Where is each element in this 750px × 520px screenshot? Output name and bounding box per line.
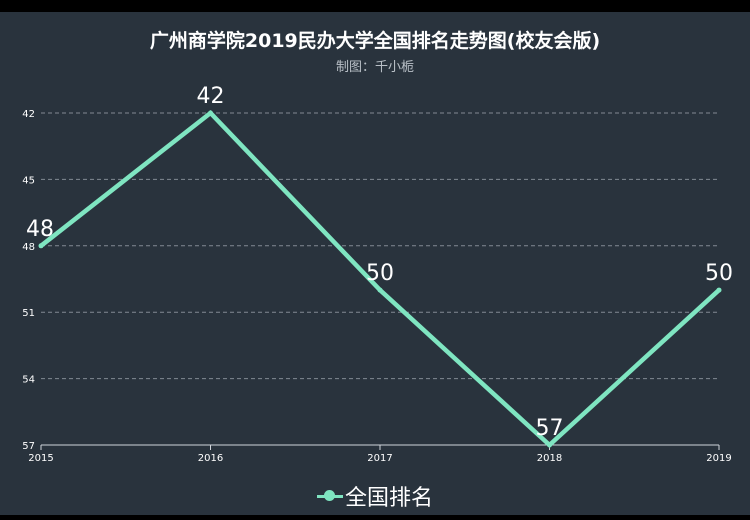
- data-label: 50: [705, 261, 733, 286]
- legend-line-icon: [316, 489, 343, 503]
- legend[interactable]: 全国排名: [0, 480, 750, 512]
- x-tick-label: 2018: [537, 453, 562, 464]
- data-point: [377, 287, 383, 293]
- y-tick-label: 45: [22, 175, 35, 186]
- data-label: 50: [366, 261, 394, 286]
- data-label: 48: [26, 217, 54, 242]
- data-point: [547, 442, 552, 448]
- y-tick-label: 57: [22, 441, 35, 452]
- data-label: 42: [197, 84, 225, 109]
- y-tick-label: 42: [22, 109, 35, 120]
- data-point: [716, 287, 722, 293]
- x-tick-label: 2016: [198, 453, 223, 464]
- data-point: [208, 110, 213, 116]
- chart-title: 广州商学院2019民办大学全国排名走势图(校友会版): [149, 30, 601, 52]
- legend-label: 全国排名: [344, 486, 433, 511]
- x-tick-label: 2019: [706, 453, 731, 464]
- y-tick-label: 54: [22, 375, 35, 386]
- y-tick-label: 48: [22, 242, 35, 253]
- x-tick-label: 2017: [367, 453, 392, 464]
- data-point: [38, 243, 44, 249]
- chart-subtitle: 制图：千小栀: [335, 60, 414, 75]
- chart-frame: 广州商学院2019民办大学全国排名走势图(校友会版) 制图：千小栀 42 45 48…: [0, 12, 750, 515]
- y-tick-label: 51: [22, 308, 35, 319]
- data-label: 57: [536, 416, 564, 441]
- x-tick-label: 2015: [28, 453, 53, 464]
